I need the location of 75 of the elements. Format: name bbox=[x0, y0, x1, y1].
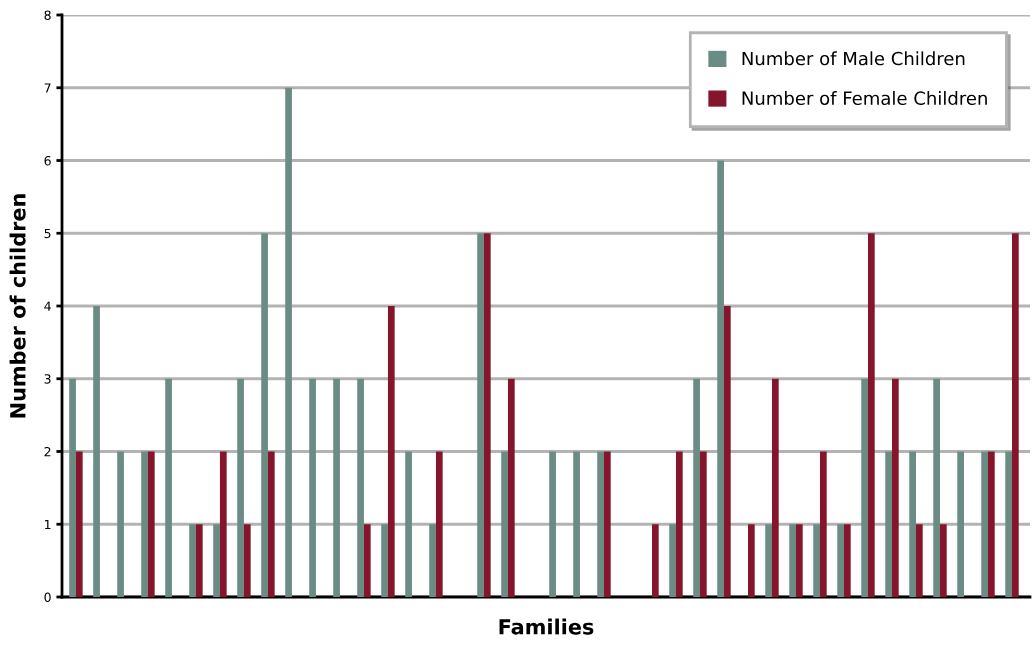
bar bbox=[381, 524, 388, 597]
y-axis-title: Number of children bbox=[9, 194, 26, 418]
bar bbox=[405, 451, 412, 597]
bar bbox=[867, 233, 875, 597]
bar bbox=[93, 306, 100, 597]
bar bbox=[675, 451, 683, 597]
bar bbox=[795, 524, 803, 597]
legend-label: Number of Male Children bbox=[742, 51, 965, 66]
bar bbox=[988, 451, 995, 597]
bar bbox=[363, 524, 371, 597]
bar bbox=[237, 378, 244, 597]
bar bbox=[1012, 233, 1019, 597]
bar bbox=[885, 451, 892, 597]
legend-label: Number of Female Children bbox=[742, 91, 987, 106]
bar bbox=[69, 378, 76, 597]
bar bbox=[861, 378, 868, 597]
bar bbox=[909, 451, 916, 597]
bar bbox=[939, 524, 947, 597]
bar bbox=[243, 524, 251, 597]
bar bbox=[819, 451, 827, 597]
bar bbox=[597, 451, 604, 597]
bar bbox=[837, 524, 844, 597]
bar bbox=[285, 87, 292, 597]
y-tick-label: 3 bbox=[44, 374, 51, 384]
y-tick-label: 6 bbox=[44, 155, 51, 166]
y-tick-label: 7 bbox=[44, 83, 51, 93]
bar bbox=[717, 160, 724, 597]
y-tick-label: 4 bbox=[44, 301, 51, 311]
bar bbox=[429, 524, 436, 597]
bar bbox=[915, 524, 923, 597]
bar bbox=[165, 378, 172, 597]
y-tick-label: 5 bbox=[44, 228, 51, 239]
bar bbox=[651, 524, 659, 597]
y-tick-label: 1 bbox=[45, 519, 51, 529]
bar bbox=[1005, 451, 1012, 597]
y-tick-label: 8 bbox=[44, 10, 51, 20]
bar bbox=[267, 451, 275, 597]
bar bbox=[843, 524, 851, 597]
bar bbox=[501, 451, 508, 597]
bar bbox=[333, 378, 340, 597]
bar bbox=[141, 451, 148, 597]
bar bbox=[117, 451, 124, 597]
bar bbox=[387, 306, 395, 597]
bar bbox=[507, 378, 515, 597]
bar bbox=[219, 451, 227, 597]
bar bbox=[933, 378, 940, 597]
bar bbox=[771, 378, 779, 597]
bar bbox=[549, 451, 556, 597]
bar bbox=[189, 524, 196, 597]
bar bbox=[747, 524, 755, 597]
bar bbox=[699, 451, 707, 597]
bar bbox=[309, 378, 316, 597]
bar bbox=[435, 451, 443, 597]
bar bbox=[573, 451, 580, 597]
bar bbox=[693, 378, 700, 597]
bar bbox=[213, 524, 220, 597]
bar bbox=[891, 378, 899, 597]
bar bbox=[669, 524, 676, 597]
bar bbox=[483, 233, 491, 597]
bar bbox=[75, 451, 83, 597]
bar bbox=[957, 451, 964, 597]
bar bbox=[477, 233, 484, 597]
bar bbox=[789, 524, 796, 597]
bar bbox=[981, 451, 988, 597]
bar bbox=[603, 451, 611, 597]
x-axis-title: Families bbox=[499, 618, 594, 635]
bar bbox=[813, 524, 820, 597]
bar bbox=[147, 451, 155, 597]
y-tick-label: 2 bbox=[44, 446, 51, 457]
bar bbox=[261, 233, 268, 597]
y-tick-label: 0 bbox=[44, 592, 51, 602]
bar bbox=[357, 378, 364, 597]
bar bbox=[723, 306, 731, 597]
bar bbox=[195, 524, 203, 597]
bar bbox=[765, 524, 772, 597]
